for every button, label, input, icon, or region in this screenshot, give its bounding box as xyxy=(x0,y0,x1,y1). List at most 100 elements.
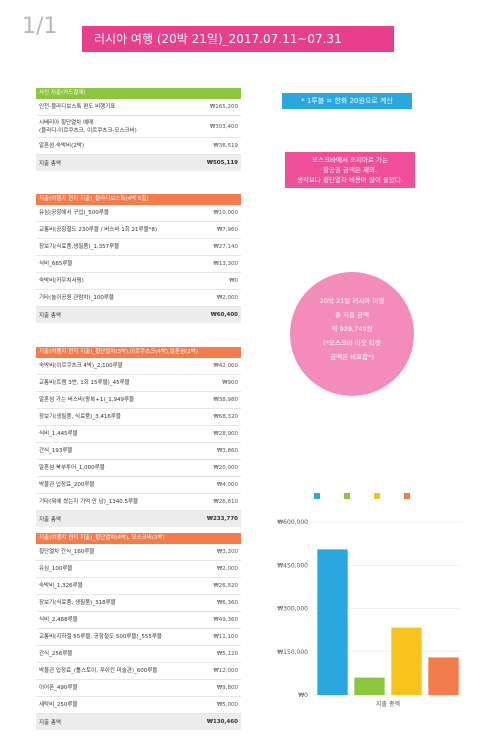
row-label: 식비_2,468루블 xyxy=(39,617,78,623)
row-label: 식비_665루블 xyxy=(39,261,73,267)
row-label: 알혼섬 가는 버스비(왕복+1)_1,949루블 xyxy=(39,397,135,403)
table-row: 식비_665루블 ₩13,300 xyxy=(36,256,241,273)
row-amount: ₩36,519 xyxy=(213,143,238,149)
row-amount: ₩900 xyxy=(222,380,238,386)
row-label: 숙박비_1,326루블 xyxy=(39,583,83,589)
row-label: 알혼섬 북부투어_1,000루블 xyxy=(39,465,105,471)
row-amount: ₩3,860 xyxy=(216,448,238,454)
exchange-rate-note: * 1루블 = 한화 20원으로 계산 xyxy=(282,93,412,109)
table-row: 알혼섬 숙박비(2박) ₩36,519 xyxy=(36,138,241,155)
row-label: 교통비(지하철 55루블, 공항철도 500루블)_555루블 xyxy=(39,634,162,640)
legend-swatch xyxy=(404,493,410,499)
row-amount: ₩49,360 xyxy=(213,617,238,623)
table-row: 세탁비_250루블 ₩5,000 xyxy=(36,697,241,714)
legend-swatch xyxy=(344,493,350,499)
row-label: 기타(뭐에 썼는지 기억 안 남)_1340.5루블 xyxy=(39,499,139,505)
row-amount: ₩13,300 xyxy=(213,261,238,267)
row-amount: ₩5,000 xyxy=(216,702,238,708)
row-amount: ₩3,200 xyxy=(216,549,238,555)
table-row: 숙박비_1,326루블 ₩26,520 xyxy=(36,578,241,595)
row-amount: ₩11,100 xyxy=(213,634,238,640)
bar xyxy=(354,677,385,695)
row-label: 시베리아 횡단열차 예매 (블라디-이르쿠츠크, 이르쿠츠크-모스크바) xyxy=(39,119,137,134)
page-number: 1/1 xyxy=(22,14,58,39)
table-rows: 숙박비(이르쿠츠크 4박)_2,100루블 ₩42,000 교통비(트램 3번, 1… xyxy=(36,358,241,511)
total-amount: ₩60,400 xyxy=(210,312,238,318)
row-label: 박물관 입장료_(톨스토이, 푸쉬킨 미술관)_600루블 xyxy=(39,668,158,674)
row-label: 교통비(트램 3번, 1회 15루블)_45루블 xyxy=(39,380,130,386)
row-amount: ₩10,000 xyxy=(213,210,238,216)
table-header: 지출(여행지 현지 지출)_횡단열차(4박), 모스크바(3박) xyxy=(36,533,241,544)
expense-table-prepaid: 사전 지출(카드결제) 인천-블라디보스톡 편도 비행기표 ₩165,200 시베리… xyxy=(36,88,241,171)
row-amount: ₩9,800 xyxy=(216,685,238,691)
total-summary-bubble: 20박 21일 러시아 여행 총 지출 금액 약 929,749원 (*모스크바… xyxy=(290,272,414,396)
expense-bar-chart: ₩0 ₩150,000 ₩300,000 ₩450,000 ₩600,000 지출 총액 xyxy=(277,493,462,708)
total-amount: ₩505,119 xyxy=(206,160,238,166)
row-label: 횡단열차 간식_160루블 xyxy=(39,549,95,555)
table-total-row: 지출 총액 ₩130,460 xyxy=(36,714,241,730)
total-amount: ₩130,460 xyxy=(206,719,238,725)
table-total-row: 지출 총액 ₩60,400 xyxy=(36,307,241,323)
table-row: 장보기(식료품, 생필품)_318루블 ₩6,360 xyxy=(36,595,241,612)
row-amount: ₩28,900 xyxy=(213,431,238,437)
row-label: 기타(놀이공원 관람차)_100루블 xyxy=(39,295,114,301)
expense-table-vladivostok: 지출(여행지 현지 지출)_블라디보스톡(4박 5일) 유심(공항에서 구입)_… xyxy=(36,194,241,323)
row-amount: ₩27,140 xyxy=(213,244,238,250)
expense-table-irkutsk: 지출(여행지 현지 지출)_횡단열차(3박),이르쿠츠크(4박),알혼섬(2박)… xyxy=(36,347,241,527)
row-amount: ₩2,000 xyxy=(216,566,238,572)
row-amount: ₩303,400 xyxy=(209,123,238,130)
table-row: 알혼섬 가는 버스비(왕복+1)_1,949루블 ₩38,980 xyxy=(36,392,241,409)
row-amount: ₩12,000 xyxy=(213,668,238,674)
table-row: 장보기(식료품,생필품)_1,357루블 ₩27,140 xyxy=(36,239,241,256)
table-row: 박물관 입장료_200루블 ₩4,000 xyxy=(36,477,241,494)
total-label: 지출 총액 xyxy=(39,517,61,523)
table-row: 인천-블라디보스톡 편도 비행기표 ₩165,200 xyxy=(36,99,241,116)
row-label: 인천-블라디보스톡 편도 비행기표 xyxy=(39,104,116,110)
y-tick-label: ₩600,000 xyxy=(277,519,308,526)
table-row: 이어폰_490루블 ₩9,800 xyxy=(36,680,241,697)
row-amount: ₩6,360 xyxy=(216,600,238,606)
row-label: 장보기(식료품, 생필품)_318루블 xyxy=(39,600,116,606)
row-label: 간식_193루블 xyxy=(39,448,73,454)
table-row: 유심_100루블 ₩2,000 xyxy=(36,561,241,578)
y-tick-label: ₩300,000 xyxy=(277,606,308,613)
legend-swatch xyxy=(374,493,380,499)
table-row: 기타(놀이공원 관람차)_100루블 ₩2,000 xyxy=(36,290,241,307)
row-amount: ₩4,000 xyxy=(216,482,238,488)
row-amount: ₩38,980 xyxy=(213,397,238,403)
x-axis-label: 지출 총액 xyxy=(376,700,400,708)
table-row: 교통비(트램 3번, 1회 15루블)_45루블 ₩900 xyxy=(36,375,241,392)
table-row: 교통비(지하철 55루블, 공항철도 500루블)_555루블 ₩11,100 xyxy=(36,629,241,646)
table-row: 알혼섬 북부투어_1,000루블 ₩20,000 xyxy=(36,460,241,477)
table-row: 식비_1,445루블 ₩28,900 xyxy=(36,426,241,443)
row-amount: ₩26,520 xyxy=(213,583,238,589)
table-row: 간식_256루블 ₩5,120 xyxy=(36,646,241,663)
row-amount: ₩0 xyxy=(229,278,238,284)
table-row: 기타(뭐에 썼는지 기억 안 남)_1340.5루블 ₩26,810 xyxy=(36,494,241,511)
table-row: 박물관 입장료_(톨스토이, 푸쉬킨 미술관)_600루블 ₩12,000 xyxy=(36,663,241,680)
airfare-excluded-note: 모스크바에서 조지아로 가는 항공권 금액은 제외. 생각보다 횡단열차 비용이… xyxy=(285,152,415,188)
row-label: 이어폰_490루블 xyxy=(39,685,78,691)
table-row: 시베리아 횡단열차 예매 (블라디-이르쿠츠크, 이르쿠츠크-모스크바) ₩303… xyxy=(36,116,241,138)
row-label: 유심_100루블 xyxy=(39,566,73,572)
expense-table-moscow: 지출(여행지 현지 지출)_횡단열차(4박), 모스크바(3박) 횡단열차 간식… xyxy=(36,533,241,730)
bar xyxy=(317,549,348,695)
row-label: 교통비(공항철도 230루블 / 버스비 1회 21루블*8) xyxy=(39,227,158,233)
bar xyxy=(428,657,459,695)
row-label: 장보기(식료품,생필품)_1,357루블 xyxy=(39,244,120,250)
legend-swatch xyxy=(314,493,320,499)
y-tick-label: ₩150,000 xyxy=(277,649,308,656)
table-rows: 유심(공항에서 구입)_500루블 ₩10,000 교통비(공항철도 230루블 /… xyxy=(36,205,241,307)
table-row: 숙박비(카우치서핑) ₩0 xyxy=(36,273,241,290)
row-label: 식비_1,445루블 xyxy=(39,431,78,437)
table-header: 사전 지출(카드결제) xyxy=(36,88,241,99)
row-label: 유심(공항에서 구입)_500루블 xyxy=(39,210,109,216)
y-tick-label: ₩0 xyxy=(298,692,308,699)
row-amount: ₩2,000 xyxy=(216,295,238,301)
row-amount: ₩68,320 xyxy=(213,414,238,420)
row-label: 간식_256루블 xyxy=(39,651,73,657)
table-header: 지출(여행지 현지 지출)_블라디보스톡(4박 5일) xyxy=(36,194,241,205)
y-tick-label: ₩450,000 xyxy=(277,562,308,569)
table-header: 지출(여행지 현지 지출)_횡단열차(3박),이르쿠츠크(4박),알혼섬(2박) xyxy=(36,347,241,358)
table-total-row: 지출 총액 ₩233,770 xyxy=(36,511,241,527)
